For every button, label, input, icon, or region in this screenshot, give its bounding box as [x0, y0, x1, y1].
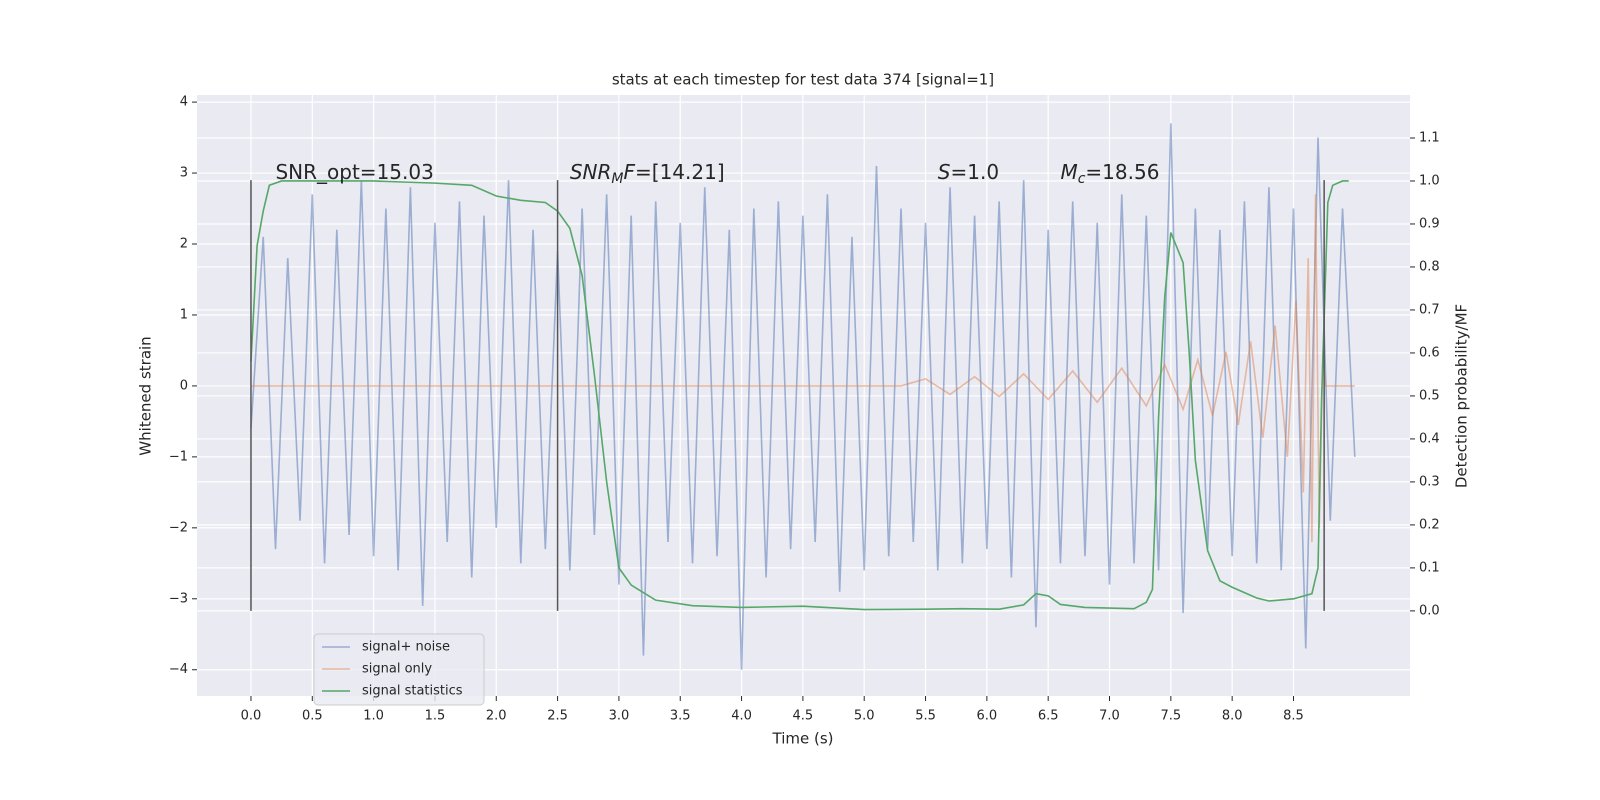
series-line: [250, 123, 1356, 670]
x-tick-label: 4.5: [793, 709, 814, 724]
y-tick-label: −2: [169, 520, 188, 535]
annotation-part: =18.56: [1085, 160, 1159, 184]
annotation: S=1.0: [938, 160, 999, 184]
legend-label: signal statistics: [362, 684, 463, 699]
x-tick-label: 6.0: [977, 709, 998, 724]
y-tick-label: 0: [180, 378, 188, 393]
y-tick-label: −1: [169, 449, 188, 464]
y2-tick-label: 0.3: [1419, 474, 1440, 489]
y-tick-label: 2: [180, 237, 188, 252]
annotation-part: =[14.21]: [635, 160, 725, 184]
annotation: SNR_opt=15.03: [275, 160, 433, 184]
y2-tick-label: 0.6: [1419, 345, 1440, 360]
annotation-part: SNR: [570, 160, 612, 184]
y-axis-label: Whitened strain: [137, 336, 155, 455]
x-tick-label: 1.0: [363, 709, 384, 724]
legend: [313, 633, 485, 706]
legend-label: signal only: [362, 662, 432, 677]
x-tick-label: 7.5: [1160, 709, 1181, 724]
x-tick-label: 8.0: [1222, 709, 1243, 724]
x-tick-label: 7.0: [1099, 709, 1120, 724]
legend-label: signal+ noise: [362, 640, 450, 655]
series-line: [250, 180, 1349, 611]
y2-tick-label: 0.8: [1419, 259, 1440, 274]
x-tick-label: 0.0: [241, 709, 262, 724]
y2-tick-label: 0.2: [1419, 517, 1440, 532]
x-tick-label: 3.5: [670, 709, 691, 724]
y2-tick-label: 0.1: [1419, 560, 1440, 575]
annotation-part: F: [624, 160, 636, 184]
y-tick-label: 1: [180, 307, 188, 322]
x-tick-label: 5.5: [915, 709, 936, 724]
x-tick-label: 8.5: [1283, 709, 1304, 724]
y2-tick-label: 0.4: [1419, 431, 1440, 446]
y2-axis-label: Detection probability/MF: [1453, 304, 1471, 488]
y2-tick-label: 1.0: [1419, 173, 1440, 188]
annotation: Mc=18.56: [1060, 160, 1159, 188]
x-tick-label: 2.5: [547, 709, 568, 724]
x-tick-label: 6.5: [1038, 709, 1059, 724]
x-tick-label: 5.0: [854, 709, 875, 724]
y2-tick-label: 0.9: [1419, 216, 1440, 231]
x-axis-label: Time (s): [772, 730, 834, 748]
y-tick-label: −3: [169, 591, 188, 606]
y2-tick-label: 0.5: [1419, 388, 1440, 403]
y-tick-label: −4: [169, 662, 188, 677]
annotation-part: M: [611, 171, 623, 187]
chart-title: stats at each timestep for test data 374…: [612, 71, 994, 89]
y2-tick-label: 0.7: [1419, 302, 1440, 317]
x-tick-label: 4.0: [731, 709, 752, 724]
annotation: SNRMF=[14.21]: [570, 160, 725, 188]
y-tick-label: 3: [180, 166, 188, 181]
y2-tick-label: 0.0: [1419, 603, 1440, 618]
x-tick-label: 0.5: [302, 709, 323, 724]
series-line: [250, 194, 1355, 543]
annotation-part: S: [938, 160, 951, 184]
y2-tick-label: 1.1: [1419, 130, 1440, 145]
y-tick-label: 4: [180, 95, 188, 110]
annotation-part: SNR_opt=15.03: [275, 160, 433, 184]
annotation-part: c: [1078, 171, 1086, 187]
x-tick-label: 2.0: [486, 709, 507, 724]
x-tick-label: 1.5: [425, 709, 446, 724]
x-tick-label: 3.0: [609, 709, 630, 724]
annotation-part: M: [1060, 160, 1077, 184]
annotation-part: =1.0: [951, 160, 1000, 184]
